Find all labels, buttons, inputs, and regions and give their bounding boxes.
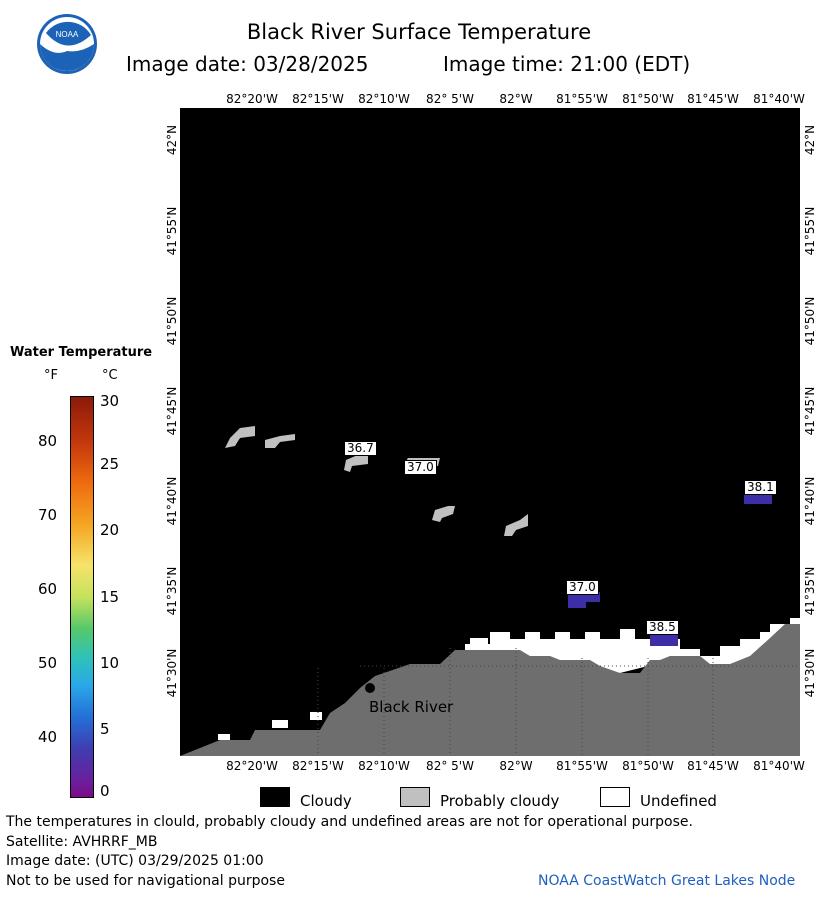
scale-tick-c: 30 bbox=[100, 392, 120, 410]
lon-label: 82°20'W bbox=[226, 759, 278, 773]
legend-swatch-undefined bbox=[600, 787, 630, 807]
disclaimer-text: The temperatures in clould, probably clo… bbox=[6, 814, 693, 830]
noaa-logo-text: NOAA bbox=[56, 30, 79, 39]
lon-label: 81°50'W bbox=[622, 759, 674, 773]
lon-label: 82° 5'W bbox=[426, 759, 474, 773]
lat-label: 41°50'N bbox=[803, 296, 817, 346]
satellite-text: Satellite: AVHRRF_MB bbox=[6, 834, 158, 850]
lat-label: 42°N bbox=[165, 124, 179, 156]
lon-label: 82°10'W bbox=[358, 92, 410, 106]
lat-label: 41°55'N bbox=[165, 206, 179, 256]
lat-label: 41°45'N bbox=[803, 386, 817, 436]
lon-label: 81°40'W bbox=[753, 759, 805, 773]
temperature-map: 36.7 37.0 37.0 38.5 38.1 Black River bbox=[180, 108, 800, 756]
unit-celsius: °C bbox=[102, 368, 118, 383]
scale-tick-f: 50 bbox=[38, 654, 58, 672]
lon-label: 81°40'W bbox=[753, 92, 805, 106]
undefined-patch bbox=[272, 720, 288, 728]
legend-label-probably-cloudy: Probably cloudy bbox=[440, 792, 560, 810]
lon-label: 82°W bbox=[499, 759, 533, 773]
lon-label: 81°45'W bbox=[687, 759, 739, 773]
page-title: Black River Surface Temperature bbox=[246, 20, 592, 44]
lat-label: 41°50'N bbox=[165, 296, 179, 346]
undefined-patch bbox=[470, 638, 488, 648]
lon-label: 81°45'W bbox=[687, 92, 739, 106]
scale-tick-f: 70 bbox=[38, 506, 58, 524]
temp-label: 36.7 bbox=[344, 441, 377, 456]
scale-tick-c: 10 bbox=[100, 654, 120, 672]
temp-label: 38.1 bbox=[744, 480, 777, 495]
map-canvas bbox=[180, 108, 800, 756]
utc-date-text: Image date: (UTC) 03/29/2025 01:00 bbox=[6, 853, 264, 869]
lon-label: 82° 5'W bbox=[426, 92, 474, 106]
temp-label: 38.5 bbox=[646, 620, 679, 635]
lon-label: 82°15'W bbox=[292, 759, 344, 773]
scale-tick-c: 5 bbox=[100, 720, 110, 738]
lon-label: 82°W bbox=[499, 92, 533, 106]
lat-label: 41°55'N bbox=[803, 206, 817, 256]
lon-label: 82°10'W bbox=[358, 759, 410, 773]
lat-label: 41°35'N bbox=[165, 566, 179, 616]
black-river-marker bbox=[365, 683, 375, 693]
undefined-patch bbox=[218, 734, 230, 740]
legend-swatch-cloudy bbox=[260, 787, 290, 807]
legend-swatch-probably-cloudy bbox=[400, 787, 430, 807]
color-scale-title: Water Temperature bbox=[10, 345, 153, 360]
scale-tick-f: 80 bbox=[38, 432, 58, 450]
lon-label: 82°15'W bbox=[292, 92, 344, 106]
land-area bbox=[180, 624, 800, 756]
lat-label: 41°30'N bbox=[165, 648, 179, 698]
image-time: Image time: 21:00 (EDT) bbox=[443, 52, 691, 76]
temp-label: 37.0 bbox=[404, 460, 437, 475]
lon-label: 81°55'W bbox=[556, 92, 608, 106]
lon-label: 81°50'W bbox=[622, 92, 674, 106]
credit-text: NOAA CoastWatch Great Lakes Node bbox=[538, 873, 796, 889]
unit-fahrenheit: °F bbox=[44, 368, 58, 383]
scale-tick-f: 40 bbox=[38, 728, 58, 746]
scale-tick-c: 0 bbox=[100, 782, 110, 800]
scale-tick-c: 25 bbox=[100, 455, 120, 473]
lat-label: 41°45'N bbox=[165, 386, 179, 436]
lon-label: 82°20'W bbox=[226, 92, 278, 106]
graticule bbox=[317, 648, 800, 756]
noaa-logo: NOAA bbox=[36, 13, 98, 75]
lat-label: 41°40'N bbox=[165, 476, 179, 526]
scale-tick-f: 60 bbox=[38, 580, 58, 598]
lat-label: 41°40'N bbox=[803, 476, 817, 526]
place-label-black-river: Black River bbox=[369, 698, 454, 716]
image-date: Image date: 03/28/2025 bbox=[126, 52, 369, 76]
scale-tick-c: 15 bbox=[100, 588, 120, 606]
lat-label: 42°N bbox=[803, 124, 817, 156]
legend-label-undefined: Undefined bbox=[640, 792, 717, 810]
lat-label: 41°35'N bbox=[803, 566, 817, 616]
temp-label: 37.0 bbox=[566, 580, 599, 595]
lat-label: 41°30'N bbox=[803, 648, 817, 698]
lon-label: 81°55'W bbox=[556, 759, 608, 773]
legend-label-cloudy: Cloudy bbox=[300, 792, 352, 810]
navigation-warning: Not to be used for navigational purpose bbox=[6, 873, 285, 889]
undefined-patch bbox=[310, 712, 322, 720]
scale-tick-c: 20 bbox=[100, 521, 120, 539]
color-bar bbox=[70, 396, 94, 798]
